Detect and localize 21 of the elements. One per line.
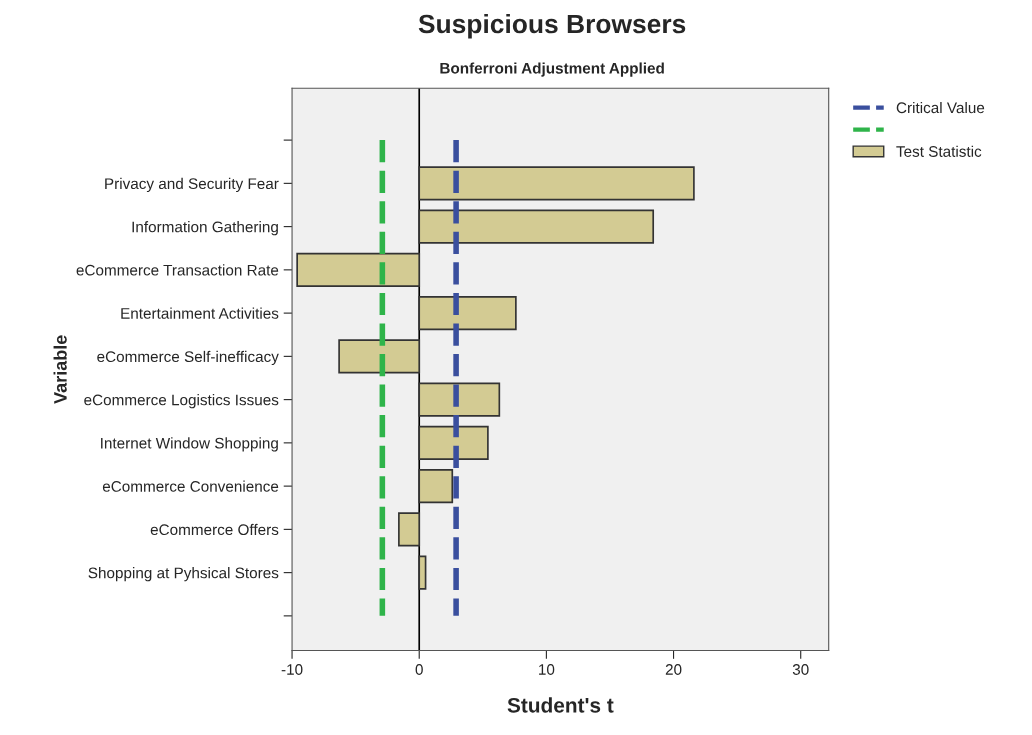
- y-tick-label: eCommerce Convenience: [102, 480, 279, 492]
- chart-subtitle: Bonferroni Adjustment Applied: [440, 62, 664, 77]
- y-tick-label: Information Gathering: [132, 221, 278, 236]
- y-tick-label: Shopping at Pyhsical Stores: [88, 567, 279, 582]
- y-tick-label: eCommerce Offers: [150, 523, 279, 536]
- x-tick-label: 20: [665, 664, 682, 675]
- x-tick-label: 10: [539, 664, 555, 675]
- legend-label: Test Statistic: [896, 145, 982, 157]
- x-tick-label: 0: [415, 664, 423, 675]
- legend-label: Critical Value: [896, 101, 985, 114]
- x-axis-title: Student's t: [507, 697, 614, 713]
- x-tick-label: -10: [281, 664, 303, 675]
- y-tick-label: eCommerce Self-inefficacy: [97, 350, 279, 366]
- y-tick-label: eCommerce Transaction Rate: [76, 264, 279, 276]
- x-tick-label: 30: [792, 664, 809, 675]
- y-tick-label: Privacy and Security Fear: [105, 177, 279, 193]
- y-tick-label: Entertainment Activities: [121, 307, 279, 319]
- y-tick-label: eCommerce Logistics Issues: [84, 394, 279, 409]
- chart-title: Suspicious Browsers: [418, 13, 686, 39]
- y-axis-title: Variable: [53, 335, 67, 404]
- y-tick-label: Internet Window Shopping: [101, 437, 278, 452]
